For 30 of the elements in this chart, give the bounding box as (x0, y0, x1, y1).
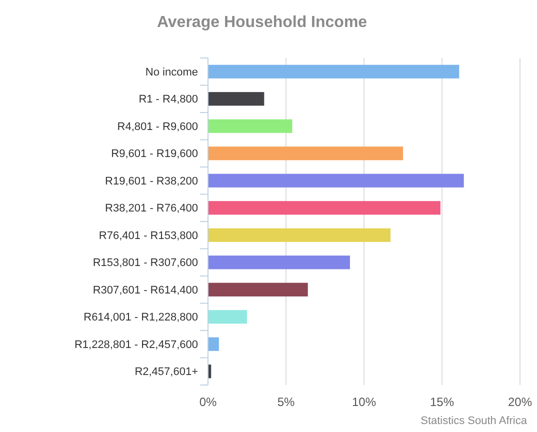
x-tick-label: 15% (430, 395, 454, 409)
y-tick-label: R1,228,801 - R2,457,600 (74, 338, 198, 351)
bar (208, 146, 403, 160)
text: Statistics South Africa (420, 415, 528, 427)
x-tick-label: 0% (199, 395, 217, 409)
y-tick-label: R9,601 - R19,600 (111, 148, 198, 160)
x-tick-label: 10% (352, 395, 376, 409)
y-tick-label: R76,401 - R153,800 (98, 230, 198, 242)
y-tick-label: R2,457,601+ (134, 366, 198, 378)
y-tick-label: R19,601 - R38,200 (105, 175, 198, 188)
bar (208, 228, 391, 242)
x-tick-label: 20% (508, 395, 532, 409)
bar (208, 337, 219, 351)
bar (208, 282, 308, 296)
x-tick-label: 5% (277, 395, 295, 409)
y-tick-label: R1 - R4,800 (138, 94, 198, 106)
y-tick-label: No income (145, 66, 198, 78)
y-tick-label: R614,001 - R1,228,800 (84, 312, 198, 324)
bar (208, 92, 264, 106)
y-tick-label: R4,801 - R9,600 (117, 120, 198, 133)
bar (208, 174, 464, 188)
y-tick-label: R153,801 - R307,600 (92, 257, 198, 270)
y-tick-label: R38,201 - R76,400 (105, 202, 198, 215)
bar (208, 201, 440, 215)
bar (208, 119, 292, 133)
bar (208, 256, 350, 270)
y-tick-label: R307,601 - R614,400 (92, 284, 198, 296)
bar (208, 64, 460, 78)
chart-title: Average Household Income (156, 14, 368, 31)
bar (208, 310, 247, 324)
